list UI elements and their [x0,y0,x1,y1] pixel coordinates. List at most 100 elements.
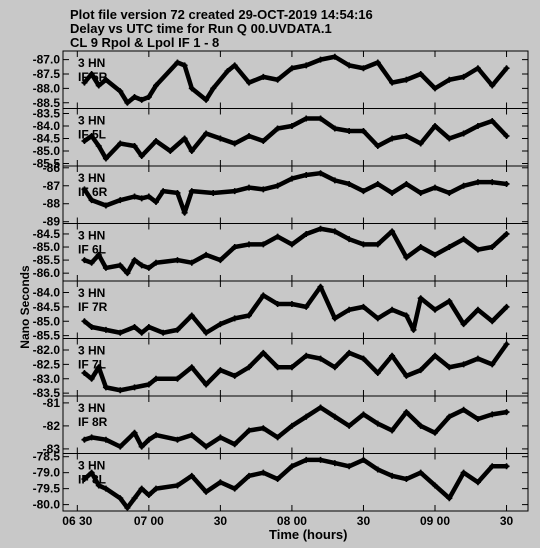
data-point [138,443,145,450]
y-tick-label: -78.5 [33,450,61,464]
data-segment [289,457,309,469]
data-segment [375,421,395,433]
panel-antenna-label: 3 HN [78,344,105,358]
data-point [303,115,310,122]
data-point [360,303,367,310]
x-axis-label: Time (hours) [269,527,348,542]
panel-if-label: IF 6R [78,185,108,199]
y-tick-label: -82 [43,419,61,433]
data-point [102,264,109,271]
data-segment [447,183,466,196]
data-point [288,364,295,371]
data-segment [346,457,366,469]
data-point [274,476,281,483]
data-point [403,409,410,416]
data-point [288,175,295,182]
data-point [188,188,195,195]
data-point [95,251,102,258]
data-point [303,303,310,310]
data-point [81,436,88,443]
data-point [138,96,145,103]
data-point [432,429,438,436]
y-tick-label: -79.0 [33,466,61,480]
data-point [153,82,159,89]
data-point [160,188,167,195]
data-segment [246,133,266,144]
data-point [145,94,152,100]
data-point [460,469,467,476]
panel-antenna-label: 3 HN [78,401,105,415]
panel-if-label: IF 6L [78,243,106,257]
data-point [81,257,88,264]
data-point [138,329,145,336]
data-point [102,384,109,391]
data-point [346,422,353,429]
data-point [153,259,159,266]
data-point [460,361,467,368]
data-segment [346,181,366,194]
data-point [317,115,324,122]
data-point [181,135,188,142]
data-segment [461,236,481,252]
data-point [117,197,124,204]
data-point [374,420,381,427]
data-point [417,71,424,77]
y-tick-label: -84.0 [33,286,61,300]
data-point [88,259,95,266]
data-point [246,312,252,319]
data-point [446,413,453,420]
data-segment [447,470,466,501]
data-segment [103,437,123,449]
data-point [231,140,238,147]
panel-antenna-label: 3 HN [78,56,105,70]
data-point [489,463,496,470]
data-segment [404,409,423,429]
data-point [145,324,152,330]
data-segment [361,457,381,472]
data-point [203,488,210,495]
data-segment [411,296,423,333]
data-segment [489,304,509,324]
data-segment [361,356,381,376]
data-segment [318,356,338,370]
y-tick-label: -83.5 [33,386,61,400]
data-point [389,472,396,479]
y-tick-label: -83 [43,442,61,456]
data-segment [418,296,438,312]
data-point [446,135,453,142]
data-point [102,485,109,492]
data-point [331,177,338,184]
data-point [102,326,109,333]
data-segment [289,231,309,247]
data-point [260,292,267,299]
data-segment [361,128,381,149]
x-tick-label: 09 00 [420,514,450,528]
data-segment [246,350,266,370]
x-tick-label: 07 00 [134,514,164,528]
data-point [503,133,510,139]
data-segment [210,188,237,196]
data-segment [475,307,495,324]
data-point [217,135,224,142]
data-point [489,361,496,368]
data-segment [404,133,423,146]
data-segment [232,473,252,491]
data-segment [418,123,438,146]
data-segment [203,435,223,449]
data-segment [146,324,166,335]
data-segment [346,412,366,429]
data-point [145,492,152,499]
data-segment [432,298,452,312]
data-segment [96,365,109,390]
data-segment [289,414,309,429]
data-point [88,469,95,476]
data-segment [432,414,452,436]
data-point [81,370,88,376]
data-point [188,312,195,319]
panel-frame [62,453,529,512]
data-segment [475,464,495,485]
data-point [203,251,210,258]
data-segment [447,407,466,419]
data-point [432,184,438,191]
